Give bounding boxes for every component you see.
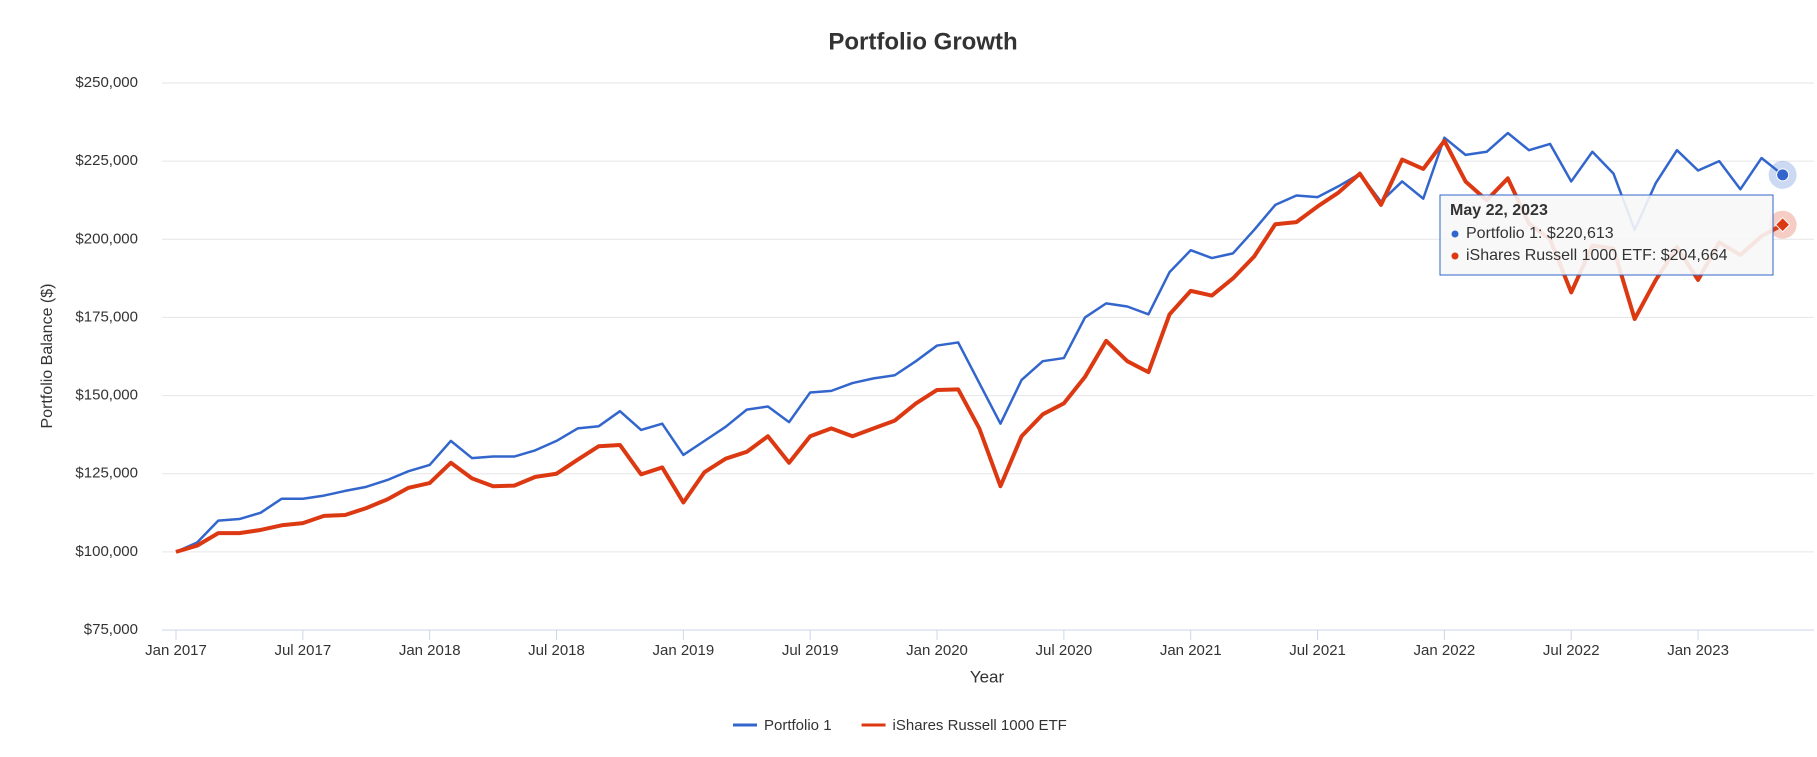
x-tick-label: Jul 2021 (1289, 642, 1346, 659)
series-line (175, 131, 1784, 554)
legend-label[interactable]: iShares Russell 1000 ETF (893, 717, 1067, 734)
x-tick-label: Jan 2017 (145, 642, 207, 659)
x-tick-label: Jul 2020 (1036, 642, 1093, 659)
tooltip: May 22, 2023 Portfolio 1: $220,613 iShares… (1439, 194, 1774, 276)
tooltip-box (1439, 194, 1774, 276)
hover-marker (1776, 168, 1790, 182)
tooltip-bullet (1451, 230, 1459, 238)
y-tick-label: $100,000 (75, 543, 138, 560)
y-axis-label: Portfolio Balance ($) (39, 284, 56, 429)
y-tick-label: $175,000 (75, 308, 138, 325)
y-tick-label: $225,000 (75, 152, 138, 169)
y-tick-label: $200,000 (75, 230, 138, 247)
chart-title: Portfolio Growth (828, 28, 1017, 55)
y-tick-label: $125,000 (75, 465, 138, 482)
y-tick-label: $250,000 (75, 74, 138, 91)
x-tick-label: Jan 2021 (1160, 642, 1222, 659)
x-tick-label: Jan 2022 (1414, 642, 1476, 659)
x-tick-label: Jan 2023 (1667, 642, 1729, 659)
hover-marker (1774, 216, 1791, 233)
tooltip-title: May 22, 2023 (1450, 202, 1548, 219)
x-tick-label: Jul 2018 (528, 642, 585, 659)
y-tick-label: $150,000 (75, 387, 138, 404)
legend-label[interactable]: Portfolio 1 (764, 717, 832, 734)
x-axis-label: Year (970, 667, 1005, 686)
tooltip-bullet (1451, 252, 1459, 260)
series-line (175, 138, 1784, 554)
x-tick-label: Jul 2017 (274, 642, 331, 659)
x-tick-label: Jan 2020 (906, 642, 968, 659)
x-tick-label: Jan 2018 (399, 642, 461, 659)
x-tick-label: Jul 2019 (782, 642, 839, 659)
x-tick-label: Jul 2022 (1543, 642, 1600, 659)
tooltip-line: Portfolio 1: $220,613 (1466, 225, 1614, 242)
x-tick-label: Jan 2019 (652, 642, 714, 659)
tooltip-line: iShares Russell 1000 ETF: $204,664 (1466, 247, 1728, 264)
y-tick-label: $75,000 (84, 621, 138, 638)
